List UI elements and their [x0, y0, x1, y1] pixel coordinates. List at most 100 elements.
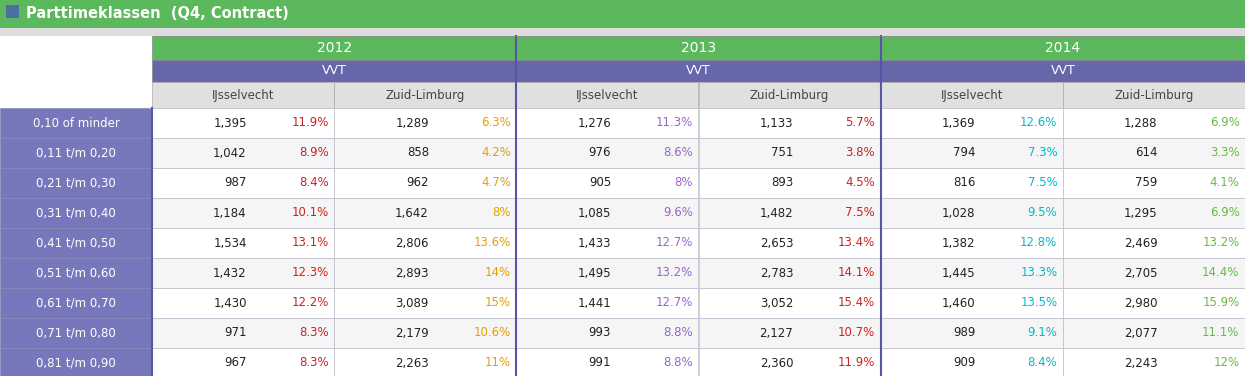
Text: 12%: 12%	[1214, 356, 1240, 370]
Bar	[517, 108, 698, 138]
Text: 2,179: 2,179	[395, 326, 428, 340]
Text: 1,288: 1,288	[1124, 117, 1158, 129]
Text: 759: 759	[1135, 176, 1158, 190]
Bar	[880, 60, 1245, 82]
Bar	[0, 108, 152, 138]
Bar	[517, 138, 698, 168]
Bar	[334, 168, 517, 198]
Text: 1,276: 1,276	[578, 117, 611, 129]
Text: 10.1%: 10.1%	[291, 206, 329, 220]
Bar	[0, 288, 152, 318]
Bar	[152, 108, 334, 138]
Text: 1,441: 1,441	[578, 297, 611, 309]
Text: Parttimeklassen  (Q4, Contract): Parttimeklassen (Q4, Contract)	[26, 6, 289, 21]
Text: 816: 816	[952, 176, 975, 190]
Text: 1,460: 1,460	[941, 297, 975, 309]
Text: 971: 971	[224, 326, 247, 340]
Text: 15.9%: 15.9%	[1203, 297, 1240, 309]
Bar	[0, 348, 152, 376]
Text: 4.7%: 4.7%	[481, 176, 510, 190]
Bar	[517, 288, 698, 318]
Bar	[517, 348, 698, 376]
Bar	[1063, 108, 1245, 138]
Text: 12.6%: 12.6%	[1020, 117, 1057, 129]
Text: 1,133: 1,133	[759, 117, 793, 129]
Bar	[517, 36, 880, 60]
Text: 8%: 8%	[675, 176, 693, 190]
Bar	[880, 36, 1245, 60]
Text: 2,893: 2,893	[396, 267, 428, 279]
Bar	[698, 198, 880, 228]
Text: 8.9%: 8.9%	[299, 147, 329, 159]
Text: 3,089: 3,089	[396, 297, 428, 309]
Text: 0,71 t/m 0,80: 0,71 t/m 0,80	[36, 326, 116, 340]
Bar	[517, 60, 880, 82]
Text: VVT: VVT	[1051, 65, 1076, 77]
Bar	[517, 258, 698, 288]
Bar	[1063, 168, 1245, 198]
Text: 2,243: 2,243	[1124, 356, 1158, 370]
Text: 2,263: 2,263	[395, 356, 428, 370]
Text: 9.1%: 9.1%	[1027, 326, 1057, 340]
Text: 989: 989	[952, 326, 975, 340]
Text: 7.3%: 7.3%	[1027, 147, 1057, 159]
Text: 2,783: 2,783	[759, 267, 793, 279]
Text: VVT: VVT	[686, 65, 711, 77]
Bar	[0, 318, 152, 348]
Bar	[334, 228, 517, 258]
Bar	[1063, 198, 1245, 228]
Bar	[6, 5, 19, 18]
Bar	[152, 138, 334, 168]
Text: 1,642: 1,642	[395, 206, 428, 220]
Bar	[334, 198, 517, 228]
Text: 14.4%: 14.4%	[1203, 267, 1240, 279]
Text: 1,495: 1,495	[578, 267, 611, 279]
Bar	[152, 198, 334, 228]
Text: 7.5%: 7.5%	[845, 206, 875, 220]
Text: 10.6%: 10.6%	[473, 326, 510, 340]
Text: 0,31 t/m 0,40: 0,31 t/m 0,40	[36, 206, 116, 220]
Text: 909: 909	[952, 356, 975, 370]
Bar	[0, 168, 152, 198]
Bar	[698, 138, 880, 168]
Bar	[880, 138, 1063, 168]
Bar	[0, 0, 1245, 28]
Text: 12.7%: 12.7%	[656, 237, 693, 250]
Text: 4.2%: 4.2%	[481, 147, 510, 159]
Text: 1,432: 1,432	[213, 267, 247, 279]
Text: 1,085: 1,085	[578, 206, 611, 220]
Bar	[1063, 82, 1245, 108]
Bar	[1063, 288, 1245, 318]
Bar	[1063, 138, 1245, 168]
Text: 2,806: 2,806	[396, 237, 428, 250]
Text: 13.2%: 13.2%	[1203, 237, 1240, 250]
Text: 0,61 t/m 0,70: 0,61 t/m 0,70	[36, 297, 116, 309]
Text: 962: 962	[406, 176, 428, 190]
Text: 12.3%: 12.3%	[291, 267, 329, 279]
Text: 987: 987	[224, 176, 247, 190]
Text: 1,369: 1,369	[941, 117, 975, 129]
Bar	[152, 318, 334, 348]
Text: 2,705: 2,705	[1124, 267, 1158, 279]
Text: IJsselvecht: IJsselvecht	[212, 88, 274, 102]
Bar	[334, 318, 517, 348]
Bar	[698, 108, 880, 138]
Text: 11.1%: 11.1%	[1203, 326, 1240, 340]
Bar	[1063, 258, 1245, 288]
Text: 3,052: 3,052	[759, 297, 793, 309]
Bar	[0, 138, 152, 168]
Text: 8.4%: 8.4%	[1027, 356, 1057, 370]
Text: 12.7%: 12.7%	[656, 297, 693, 309]
Text: 614: 614	[1135, 147, 1158, 159]
Bar	[334, 138, 517, 168]
Text: 0,11 t/m 0,20: 0,11 t/m 0,20	[36, 147, 116, 159]
Text: 15%: 15%	[484, 297, 510, 309]
Text: 6.9%: 6.9%	[1210, 117, 1240, 129]
Text: 794: 794	[952, 147, 975, 159]
Text: 751: 751	[771, 147, 793, 159]
Bar	[1063, 318, 1245, 348]
Text: 4.1%: 4.1%	[1210, 176, 1240, 190]
Text: 1,534: 1,534	[213, 237, 247, 250]
Text: 976: 976	[589, 147, 611, 159]
Bar	[0, 258, 152, 288]
